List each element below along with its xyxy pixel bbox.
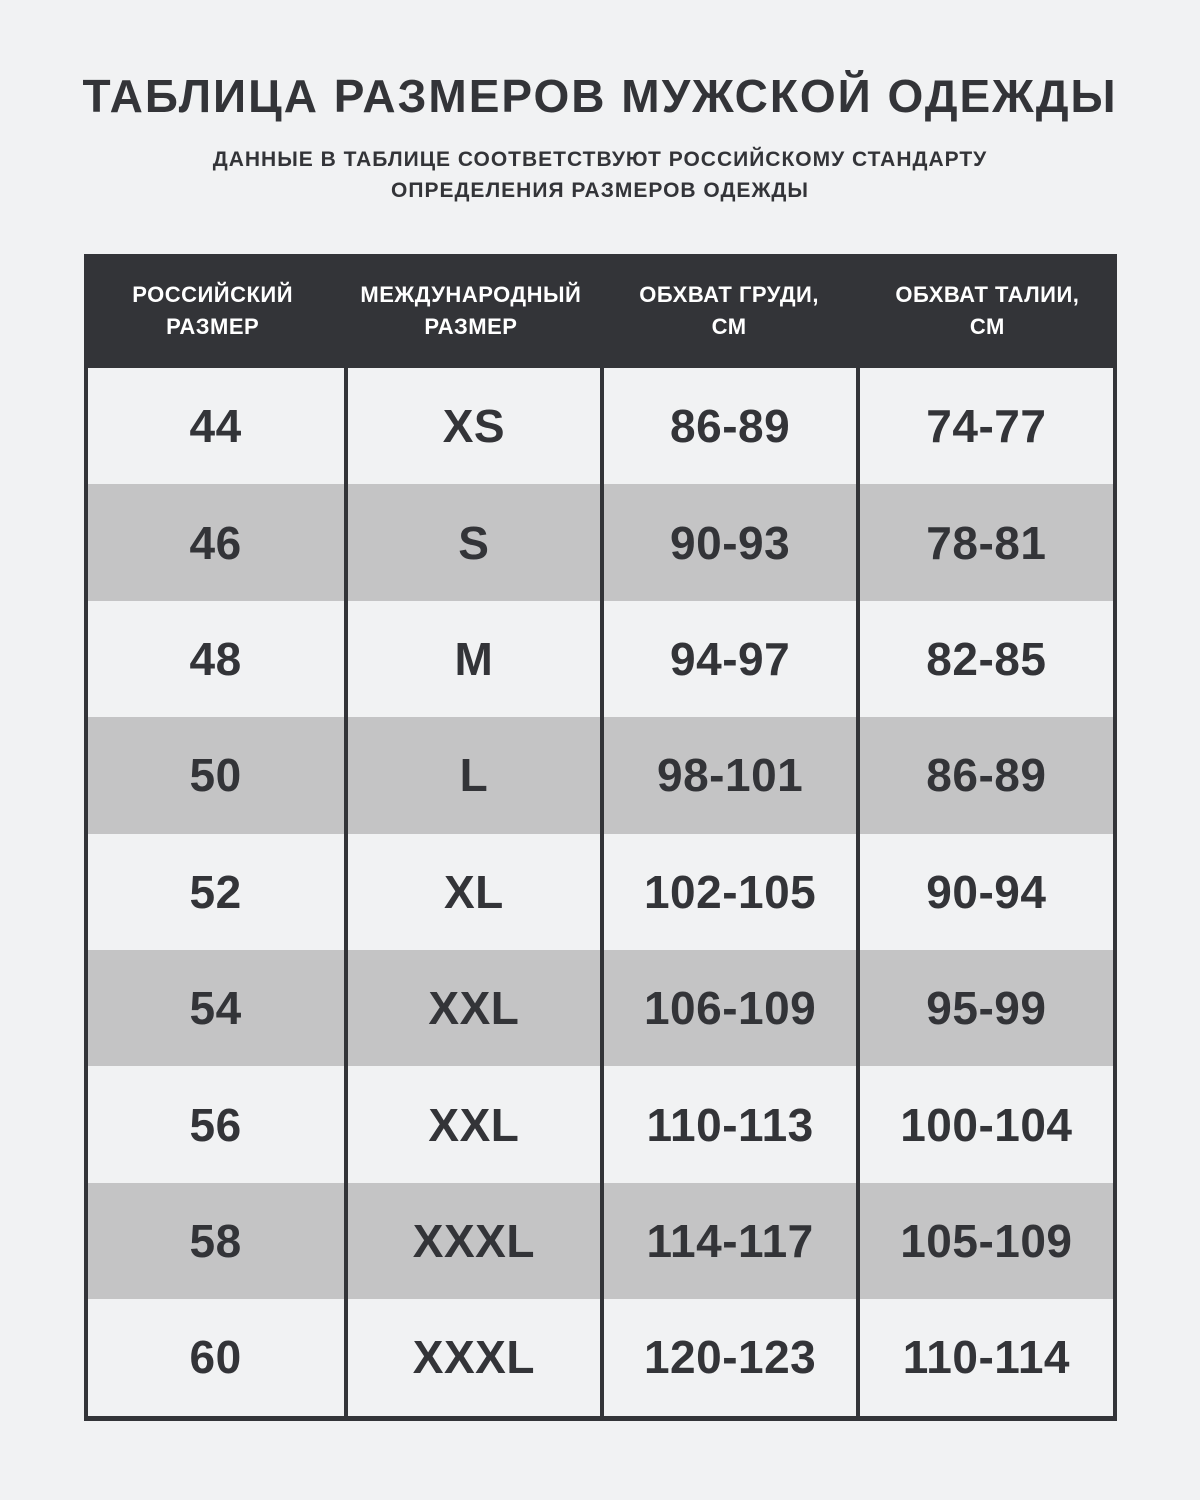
column-header-line: РОССИЙСКИЙ: [132, 282, 294, 307]
cell-waist-cm: 110-114: [856, 1299, 1112, 1416]
cell-international-size: XXL: [343, 1066, 600, 1183]
table-row: 46 S 90-93 78-81: [87, 484, 1113, 601]
table-row: 54 XXL 106-109 95-99: [87, 949, 1113, 1067]
column-header-waist-cm: ОБХВАТ ТАЛИИ, СМ: [858, 279, 1116, 343]
cell-waist-cm: 86-89: [856, 717, 1112, 834]
cell-russian-size: 46: [189, 516, 242, 569]
table-row: 58 XXXL 114-117 105-109: [87, 1182, 1113, 1300]
table-row: 56 XXL 110-113 100-104: [87, 1066, 1113, 1183]
page-subtitle-line-1: ДАННЫЕ В ТАБЛИЦЕ СООТВЕТСТВУЮТ РОССИЙСКО…: [212, 148, 988, 171]
column-header-line: РАЗМЕР: [166, 314, 260, 339]
cell-russian-size: 56: [189, 1098, 242, 1151]
table-row: 52 XL 102-105 90-94: [87, 833, 1113, 950]
column-header-line: СМ: [969, 314, 1005, 339]
table-row: 60 XXXL 120-123 110-114: [87, 1299, 1113, 1416]
size-table: РОССИЙСКИЙ РАЗМЕР МЕЖДУНАРОДНЫЙ РАЗМЕР О…: [83, 254, 1117, 1421]
cell-international-size: M: [343, 600, 600, 718]
cell-chest-cm: 98-101: [600, 717, 856, 834]
table-body: 44 XS 86-89 74-77 46 S 90-93 78-81 48 M …: [83, 368, 1117, 1421]
column-header-line: ОБХВАТ ГРУДИ,: [639, 282, 819, 307]
cell-chest-cm: 114-117: [600, 1182, 856, 1300]
cell-chest-cm: 106-109: [600, 949, 856, 1067]
cell-russian-size: 54: [189, 982, 242, 1035]
cell-russian-size: 48: [189, 632, 242, 685]
column-header-line: РАЗМЕР: [424, 314, 518, 339]
cell-russian-size: 60: [189, 1331, 242, 1384]
cell-chest-cm: 102-105: [600, 833, 856, 950]
cell-russian-size: 52: [189, 865, 242, 918]
page-title: ТАБЛИЦА РАЗМЕРОВ МУЖСКОЙ ОДЕЖДЫ: [82, 70, 1118, 122]
cell-waist-cm: 74-77: [856, 368, 1112, 485]
cell-russian-size: 58: [189, 1214, 242, 1267]
cell-international-size: XXXL: [343, 1299, 600, 1416]
table-row: 50 L 98-101 86-89: [87, 717, 1113, 834]
cell-waist-cm: 90-94: [856, 833, 1112, 950]
cell-waist-cm: 105-109: [856, 1182, 1112, 1300]
cell-international-size: XXL: [343, 949, 600, 1067]
column-header-line: МЕЖДУНАРОДНЫЙ: [360, 282, 582, 307]
cell-international-size: S: [343, 484, 600, 601]
cell-international-size: XXXL: [343, 1182, 600, 1300]
cell-international-size: L: [343, 717, 600, 834]
cell-chest-cm: 110-113: [600, 1066, 856, 1183]
column-header-line: СМ: [711, 314, 747, 339]
cell-chest-cm: 90-93: [600, 484, 856, 601]
cell-waist-cm: 78-81: [856, 484, 1112, 601]
table-row: 48 M 94-97 82-85: [87, 600, 1113, 718]
column-header-chest-cm: ОБХВАТ ГРУДИ, СМ: [600, 279, 858, 343]
cell-russian-size: 44: [189, 400, 242, 453]
cell-chest-cm: 94-97: [600, 600, 856, 718]
cell-chest-cm: 86-89: [600, 368, 856, 485]
page-subtitle-line-2: ОПРЕДЕЛЕНИЯ РАЗМЕРОВ ОДЕЖДЫ: [391, 179, 809, 202]
column-header-russian-size: РОССИЙСКИЙ РАЗМЕР: [84, 279, 342, 343]
cell-waist-cm: 100-104: [856, 1066, 1112, 1183]
page-subtitle: ДАННЫЕ В ТАБЛИЦЕ СООТВЕТСТВУЮТ РОССИЙСКО…: [0, 144, 1200, 206]
table-header-row: РОССИЙСКИЙ РАЗМЕР МЕЖДУНАРОДНЫЙ РАЗМЕР О…: [83, 254, 1117, 368]
cell-waist-cm: 82-85: [856, 600, 1112, 718]
cell-waist-cm: 95-99: [856, 949, 1112, 1067]
cell-international-size: XL: [343, 833, 600, 950]
cell-chest-cm: 120-123: [600, 1299, 856, 1416]
cell-international-size: XS: [343, 368, 600, 485]
column-header-international-size: МЕЖДУНАРОДНЫЙ РАЗМЕР: [342, 279, 600, 343]
table-row: 44 XS 86-89 74-77: [87, 368, 1113, 485]
cell-russian-size: 50: [189, 749, 242, 802]
column-header-line: ОБХВАТ ТАЛИИ,: [895, 282, 1080, 307]
